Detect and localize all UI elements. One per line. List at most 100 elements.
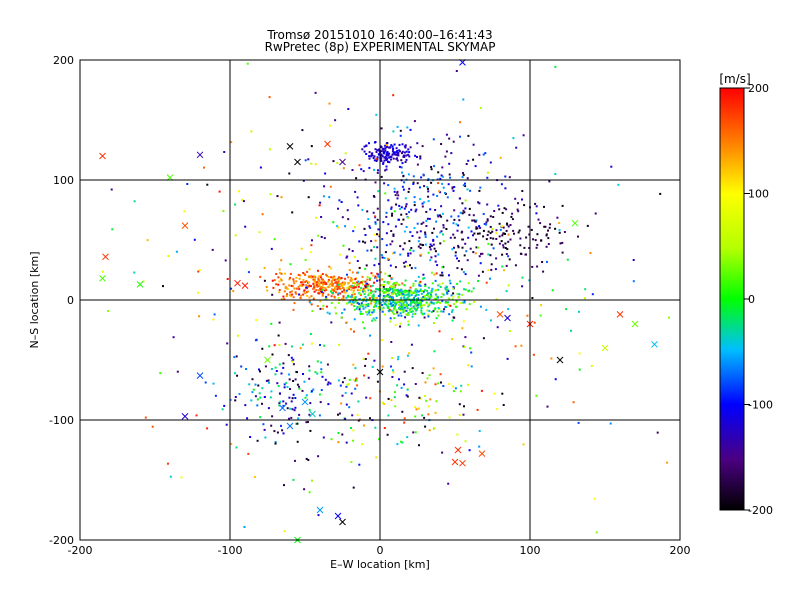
data-point: [393, 291, 396, 294]
data-point: [498, 208, 501, 211]
data-point: [364, 306, 367, 309]
data-point: [238, 393, 241, 395]
data-point: [656, 431, 659, 434]
data-point: [338, 278, 341, 281]
data-point: [366, 275, 369, 278]
data-point: [363, 424, 365, 427]
data-point: [380, 254, 383, 257]
data-point: [367, 289, 370, 292]
data-point: [310, 244, 313, 247]
data-point: [269, 193, 272, 196]
cross-marker: [102, 253, 109, 261]
data-point: [444, 288, 447, 291]
data-point: [471, 219, 474, 222]
data-point: [495, 298, 498, 301]
data-point: [370, 153, 373, 156]
data-point: [392, 235, 395, 237]
data-point: [321, 273, 324, 276]
data-point: [349, 285, 352, 288]
data-point: [286, 293, 289, 296]
data-point: [423, 316, 426, 319]
data-point: [373, 301, 376, 304]
data-point: [331, 277, 334, 280]
data-point: [338, 343, 341, 346]
data-point: [320, 368, 323, 371]
data-point: [403, 207, 406, 210]
data-point: [459, 280, 462, 283]
data-point: [391, 376, 394, 378]
data-point: [310, 303, 313, 306]
data-point: [454, 387, 457, 390]
data-point: [285, 402, 288, 405]
data-point: [436, 195, 439, 197]
data-point: [370, 302, 373, 305]
data-point: [377, 295, 380, 297]
data-point: [346, 383, 349, 386]
data-point: [366, 249, 369, 252]
data-point: [336, 162, 339, 164]
data-point: [290, 356, 293, 359]
data-point: [382, 292, 385, 294]
data-point: [392, 157, 395, 160]
data-point: [430, 293, 432, 296]
data-point: [363, 297, 366, 300]
data-point: [390, 365, 392, 368]
data-point: [280, 372, 283, 375]
cross-marker: [286, 422, 294, 430]
data-point: [440, 215, 443, 218]
data-point: [511, 212, 514, 215]
data-point: [371, 284, 374, 287]
data-point: [439, 373, 442, 376]
plot-frame: [79, 59, 681, 541]
data-point: [363, 293, 366, 296]
data-point: [405, 150, 408, 153]
data-point: [405, 309, 408, 312]
data-point: [427, 413, 430, 416]
data-point: [315, 289, 318, 292]
data-point: [232, 290, 235, 293]
data-point: [409, 252, 412, 255]
data-point: [424, 285, 427, 288]
data-point: [406, 307, 409, 310]
data-point: [316, 305, 319, 307]
data-point: [321, 294, 324, 297]
data-point: [397, 292, 400, 295]
data-point: [428, 429, 431, 432]
data-point: [462, 413, 465, 416]
data-point: [397, 290, 400, 293]
data-point: [455, 301, 458, 304]
data-point: [386, 294, 389, 296]
data-point: [377, 169, 379, 172]
data-point: [298, 387, 301, 390]
data-point: [320, 236, 323, 238]
data-point: [539, 314, 542, 317]
data-point: [464, 288, 467, 291]
data-point: [344, 152, 347, 155]
data-point: [372, 294, 375, 297]
data-point: [431, 282, 434, 285]
data-point: [391, 145, 394, 148]
data-point: [353, 293, 356, 296]
data-point: [446, 288, 449, 291]
data-point: [358, 463, 361, 466]
data-point: [454, 254, 457, 257]
data-point: [259, 416, 262, 419]
data-point: [391, 301, 394, 304]
data-point: [345, 296, 348, 299]
data-point: [374, 181, 377, 184]
data-point: [293, 409, 296, 412]
data-point: [366, 278, 369, 281]
data-point: [387, 257, 389, 260]
data-point: [430, 166, 433, 168]
data-point: [462, 209, 465, 212]
data-point: [572, 401, 575, 404]
data-point: [420, 311, 423, 314]
data-point: [278, 291, 281, 294]
data-point: [386, 145, 388, 148]
data-point: [472, 251, 475, 254]
data-point: [419, 186, 421, 189]
data-point: [366, 282, 369, 285]
data-point: [364, 284, 367, 287]
data-point: [368, 151, 371, 154]
data-point: [456, 257, 458, 260]
